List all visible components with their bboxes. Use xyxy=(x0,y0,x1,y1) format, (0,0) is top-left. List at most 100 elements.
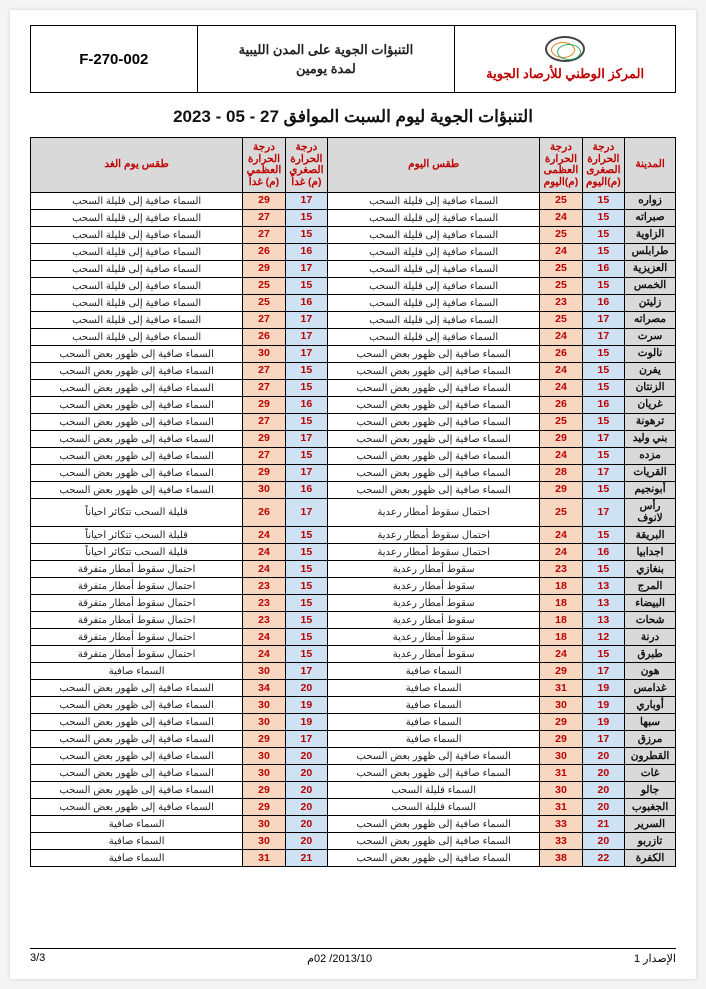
desc-today-cell: السماء صافية إلى ظهور بعض السحب xyxy=(328,482,540,499)
max-today-cell: 18 xyxy=(540,629,582,646)
table-row: ترهونة1525السماء صافية إلى ظهور بعض السح… xyxy=(31,414,676,431)
footer: الإصدار 1 2013/10/ 02م 3/3 xyxy=(30,948,676,965)
desc-tmrw-cell: السماء صافية إلى ظهور بعض السحب xyxy=(31,482,243,499)
max-today-cell: 24 xyxy=(540,363,582,380)
max-tmrw-cell: 23 xyxy=(243,595,285,612)
desc-tmrw-cell: احتمال سقوط أمطار متفرقة xyxy=(31,595,243,612)
min-today-cell: 15 xyxy=(582,193,624,210)
city-cell: هون xyxy=(625,663,676,680)
table-row: طرابلس1524السماء صافية إلى قليلة السحب16… xyxy=(31,244,676,261)
table-row: القطرون2030السماء صافية إلى ظهور بعض الس… xyxy=(31,748,676,765)
table-row: السرير2133السماء صافية إلى ظهور بعض السح… xyxy=(31,816,676,833)
table-row: سرت1724السماء صافية إلى قليلة السحب1726ا… xyxy=(31,329,676,346)
desc-today-cell: السماء صافية xyxy=(328,714,540,731)
max-tmrw-cell: 29 xyxy=(243,397,285,414)
desc-tmrw-cell: احتمال سقوط أمطار متفرقة xyxy=(31,612,243,629)
desc-tmrw-cell: احتمال سقوط أمطار متفرقة xyxy=(31,561,243,578)
city-cell: اجدابيا xyxy=(625,544,676,561)
desc-tmrw-cell: قليلة السحب تتكاثر احياناً xyxy=(31,544,243,561)
city-cell: العزيزية xyxy=(625,261,676,278)
col-desc-today: طقس اليوم xyxy=(328,138,540,193)
desc-tmrw-cell: السماء صافية إلى ظهور بعض السحب xyxy=(31,465,243,482)
min-today-cell: 15 xyxy=(582,227,624,244)
header-mid-line2: لمدة يومين xyxy=(239,59,414,79)
table-row: نالوت1526السماء صافية إلى ظهور بعض السحب… xyxy=(31,346,676,363)
city-cell: المرج xyxy=(625,578,676,595)
desc-today-cell: السماء صافية إلى ظهور بعض السحب xyxy=(328,850,540,867)
city-cell: طرابلس xyxy=(625,244,676,261)
desc-today-cell: السماء صافية إلى ظهور بعض السحب xyxy=(328,765,540,782)
desc-today-cell: سقوط أمطار رعدية xyxy=(328,646,540,663)
table-row: بنغازي1523سقوط أمطار رعدية1524احتمال سقو… xyxy=(31,561,676,578)
max-today-cell: 33 xyxy=(540,816,582,833)
desc-tmrw-cell: السماء صافية إلى ظهور بعض السحب xyxy=(31,363,243,380)
min-tmrw-cell: 15 xyxy=(285,210,327,227)
desc-tmrw-cell: السماء صافية إلى قليلة السحب xyxy=(31,193,243,210)
max-tmrw-cell: 23 xyxy=(243,578,285,595)
max-tmrw-cell: 29 xyxy=(243,731,285,748)
min-tmrw-cell: 15 xyxy=(285,578,327,595)
desc-today-cell: السماء صافية إلى قليلة السحب xyxy=(328,244,540,261)
max-tmrw-cell: 24 xyxy=(243,561,285,578)
min-tmrw-cell: 15 xyxy=(285,612,327,629)
table-row: درنة1218سقوط أمطار رعدية1524احتمال سقوط … xyxy=(31,629,676,646)
city-cell: ترهونة xyxy=(625,414,676,431)
min-today-cell: 15 xyxy=(582,210,624,227)
desc-tmrw-cell: السماء صافية إلى ظهور بعض السحب xyxy=(31,380,243,397)
city-cell: السرير xyxy=(625,816,676,833)
min-today-cell: 12 xyxy=(582,629,624,646)
min-today-cell: 13 xyxy=(582,578,624,595)
min-today-cell: 13 xyxy=(582,612,624,629)
table-row: بني وليد1729السماء صافية إلى ظهور بعض ال… xyxy=(31,431,676,448)
min-tmrw-cell: 16 xyxy=(285,397,327,414)
max-tmrw-cell: 30 xyxy=(243,765,285,782)
city-cell: مصراته xyxy=(625,312,676,329)
city-cell: بنغازي xyxy=(625,561,676,578)
city-cell: سبها xyxy=(625,714,676,731)
max-today-cell: 25 xyxy=(540,414,582,431)
desc-tmrw-cell: السماء صافية إلى ظهور بعض السحب xyxy=(31,765,243,782)
header-row: المدينة درجة الحرارة الصغرى (م)اليوم درج… xyxy=(31,138,676,193)
table-row: تازربو2033السماء صافية إلى ظهور بعض السح… xyxy=(31,833,676,850)
desc-today-cell: السماء صافية إلى قليلة السحب xyxy=(328,329,540,346)
min-today-cell: 15 xyxy=(582,278,624,295)
city-cell: أبونجيم xyxy=(625,482,676,499)
table-row: غدامس1931السماء صافية2034السماء صافية إل… xyxy=(31,680,676,697)
city-cell: البيضاء xyxy=(625,595,676,612)
desc-today-cell: السماء صافية xyxy=(328,731,540,748)
desc-today-cell: السماء صافية إلى ظهور بعض السحب xyxy=(328,816,540,833)
min-today-cell: 16 xyxy=(582,544,624,561)
min-tmrw-cell: 17 xyxy=(285,431,327,448)
table-row: مصراته1725السماء صافية إلى قليلة السحب17… xyxy=(31,312,676,329)
col-desc-tmrw: طقس يوم الغد xyxy=(31,138,243,193)
min-tmrw-cell: 20 xyxy=(285,799,327,816)
desc-tmrw-cell: السماء صافية إلى ظهور بعض السحب xyxy=(31,782,243,799)
table-row: جالو2030السماء قليلة السحب2029السماء صاف… xyxy=(31,782,676,799)
desc-tmrw-cell: السماء صافية إلى ظهور بعض السحب xyxy=(31,397,243,414)
desc-tmrw-cell: السماء صافية إلى ظهور بعض السحب xyxy=(31,431,243,448)
col-max-today: درجة الحرارة العظمى (م)اليوم xyxy=(540,138,582,193)
min-tmrw-cell: 15 xyxy=(285,278,327,295)
max-today-cell: 25 xyxy=(540,193,582,210)
desc-tmrw-cell: السماء صافية xyxy=(31,663,243,680)
max-today-cell: 29 xyxy=(540,714,582,731)
min-tmrw-cell: 15 xyxy=(285,380,327,397)
org-name: المركز الوطني للأرصاد الجوية xyxy=(486,66,644,82)
desc-tmrw-cell: السماء صافية xyxy=(31,833,243,850)
table-row: الخمس1525السماء صافية إلى قليلة السحب152… xyxy=(31,278,676,295)
max-tmrw-cell: 29 xyxy=(243,193,285,210)
header-code-cell: F-270-002 xyxy=(31,26,197,92)
city-cell: رأس لانوف xyxy=(625,499,676,527)
min-today-cell: 19 xyxy=(582,680,624,697)
desc-tmrw-cell: احتمال سقوط أمطار متفرقة xyxy=(31,646,243,663)
min-today-cell: 20 xyxy=(582,833,624,850)
max-today-cell: 26 xyxy=(540,346,582,363)
max-today-cell: 24 xyxy=(540,380,582,397)
min-tmrw-cell: 20 xyxy=(285,816,327,833)
desc-today-cell: سقوط أمطار رعدية xyxy=(328,629,540,646)
desc-today-cell: السماء صافية إلى قليلة السحب xyxy=(328,312,540,329)
desc-tmrw-cell: السماء صافية إلى ظهور بعض السحب xyxy=(31,799,243,816)
max-tmrw-cell: 30 xyxy=(243,346,285,363)
max-today-cell: 25 xyxy=(540,499,582,527)
desc-tmrw-cell: السماء صافية إلى ظهور بعض السحب xyxy=(31,731,243,748)
